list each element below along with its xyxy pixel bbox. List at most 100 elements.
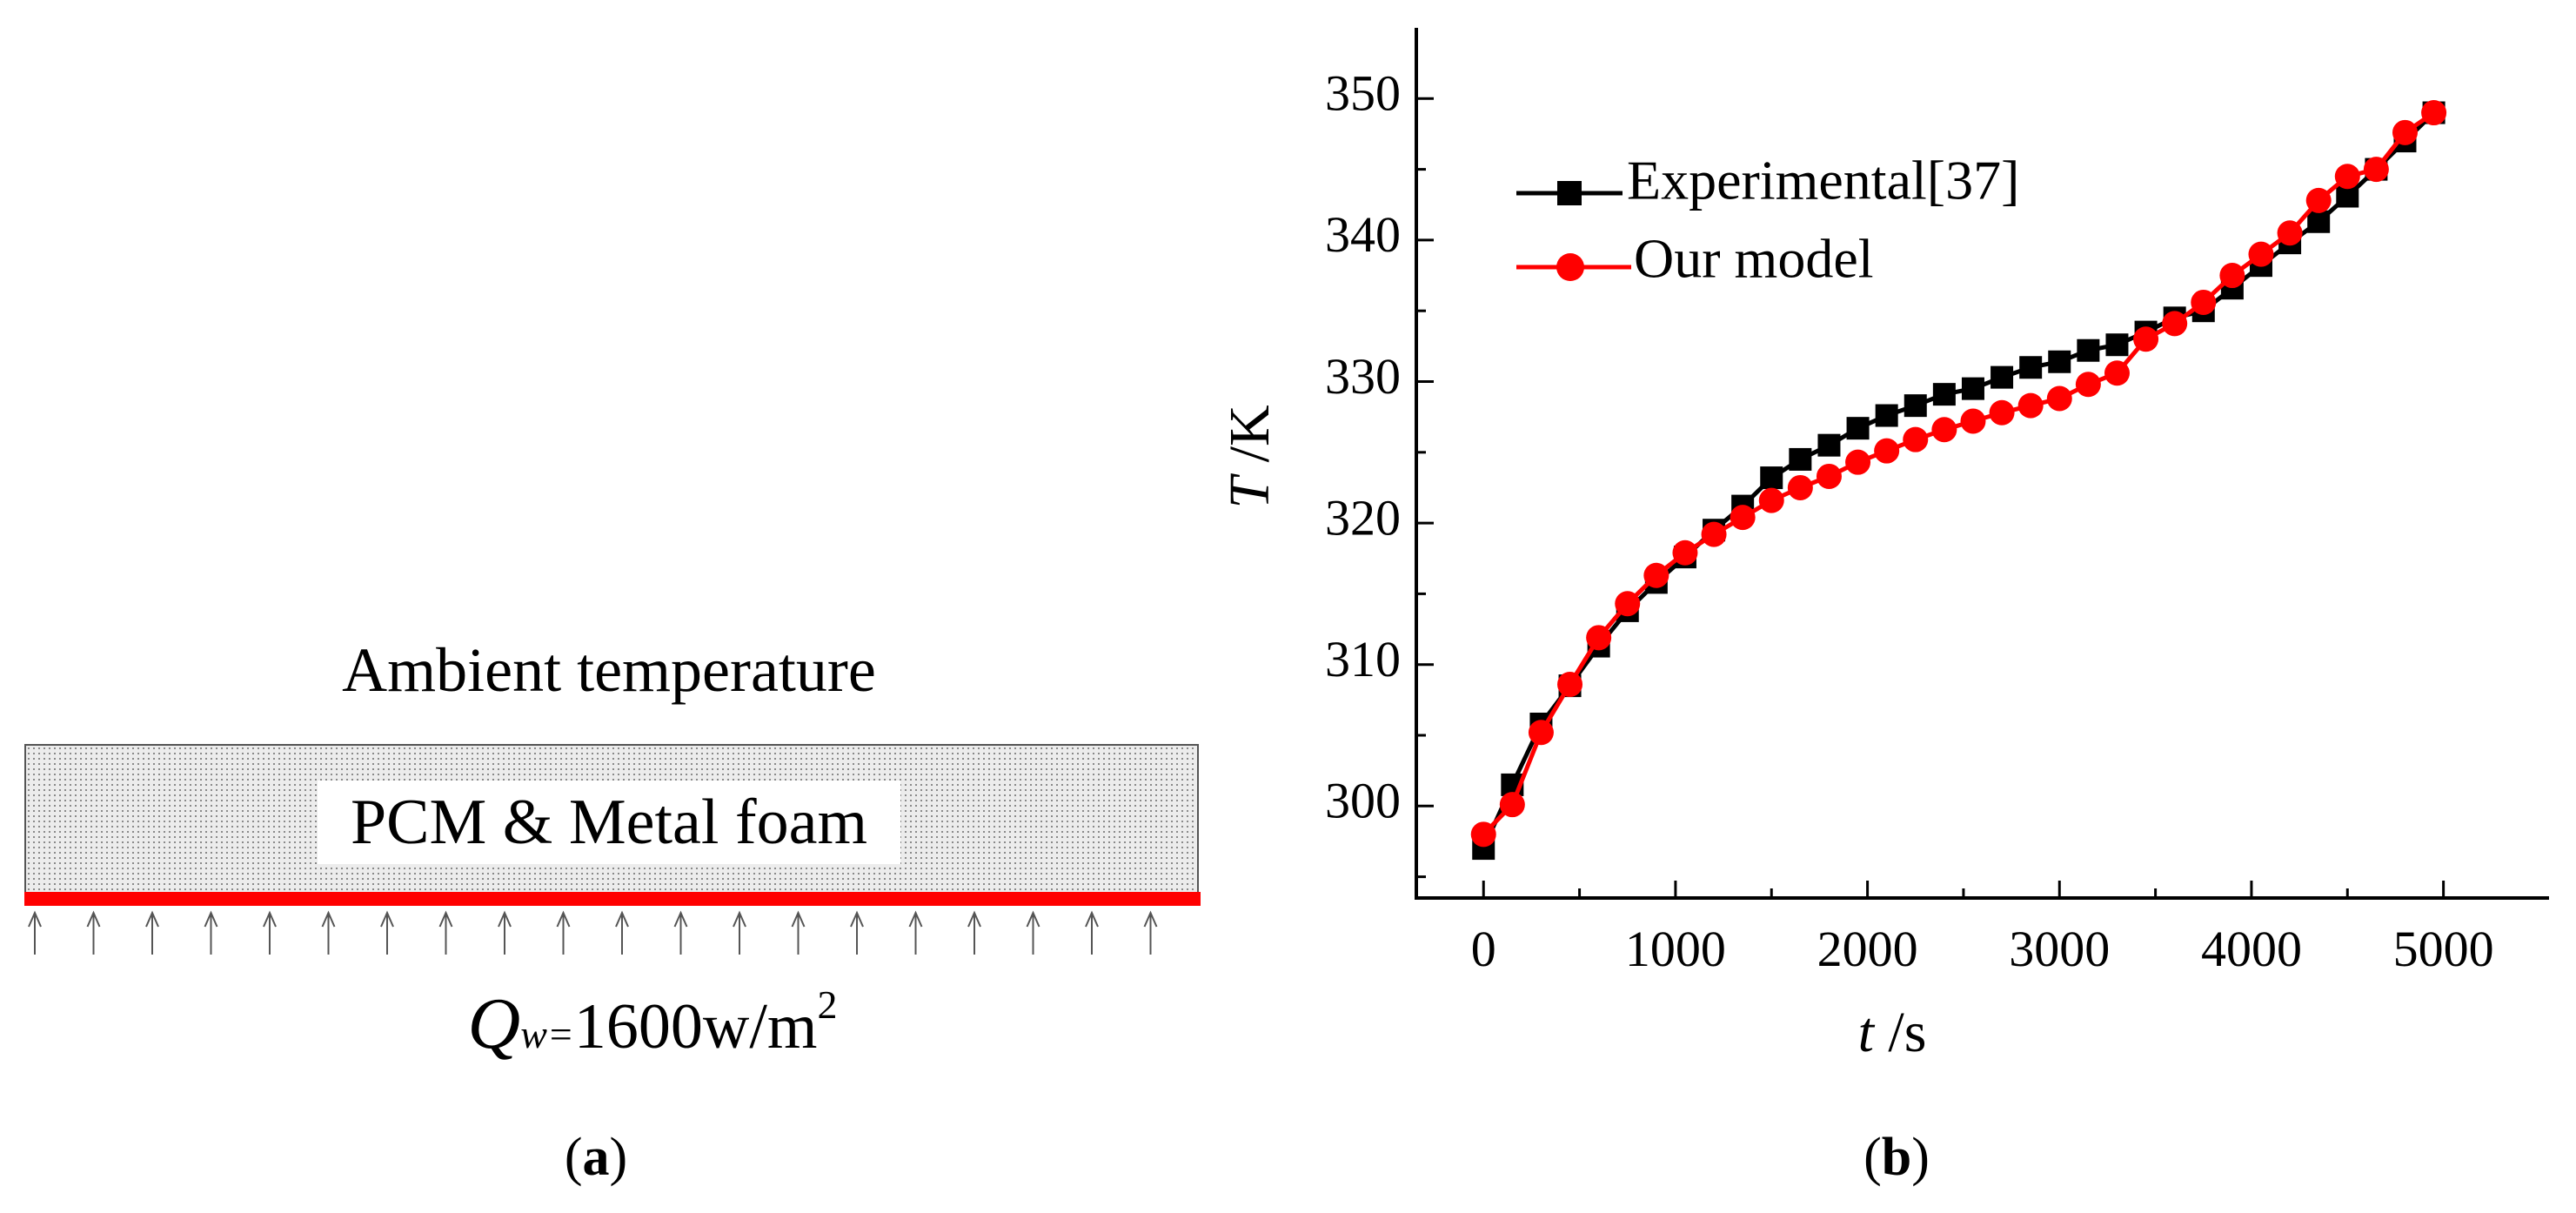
data-point xyxy=(1904,394,1927,418)
heat-flux-arrows xyxy=(28,910,1158,955)
data-point xyxy=(1615,591,1641,617)
flux-value: 1600w/m xyxy=(573,991,818,1062)
data-point xyxy=(1816,463,1842,489)
x-axis-title: t /s xyxy=(1858,1001,1927,1064)
series xyxy=(1470,100,2447,861)
flux-subscript: w= xyxy=(520,1012,574,1056)
panel-a-label: (a) xyxy=(509,1123,683,1192)
arrow-up-icon xyxy=(28,910,42,955)
data-point xyxy=(2363,157,2389,183)
x-tick-label: 1000 xyxy=(1625,921,1726,977)
panel-a-close: ) xyxy=(609,1128,628,1187)
y-axis-title: T /K xyxy=(1218,405,1281,508)
data-point xyxy=(2162,311,2188,337)
arrow-up-icon xyxy=(86,910,101,955)
data-point xyxy=(2048,350,2071,373)
data-point xyxy=(1730,505,1756,531)
arrow-up-icon xyxy=(967,910,981,955)
data-point xyxy=(1701,521,1727,547)
x-axis-unit: /s xyxy=(1874,1001,1927,1064)
data-point xyxy=(2191,289,2217,315)
series-line xyxy=(1482,111,2436,836)
panel-b-close: ) xyxy=(1911,1128,1930,1187)
data-point xyxy=(1903,426,1929,452)
series-line xyxy=(1481,111,2436,850)
data-point xyxy=(1875,404,1898,427)
legend-model-marker xyxy=(1556,253,1584,281)
data-point xyxy=(2046,385,2072,412)
arrow-up-icon xyxy=(791,910,806,955)
arrow-up-icon xyxy=(380,910,394,955)
x-tick-label: 4000 xyxy=(2201,921,2302,977)
data-point xyxy=(2307,210,2331,233)
data-point xyxy=(1760,466,1783,490)
data-point xyxy=(1789,447,1812,471)
arrow-up-icon xyxy=(145,910,159,955)
x-tick-label: 0 xyxy=(1471,921,1496,977)
arrow-up-icon xyxy=(498,910,512,955)
data-point xyxy=(2133,326,2159,352)
data-point xyxy=(2305,187,2332,213)
data-point xyxy=(1989,399,2015,426)
data-point xyxy=(2017,392,2044,419)
data-point xyxy=(1931,417,1957,443)
data-point xyxy=(1528,720,1554,746)
flux-symbol: Q xyxy=(467,983,521,1064)
data-point xyxy=(2392,119,2418,145)
arrow-up-icon xyxy=(908,910,923,955)
panel-b-open: ( xyxy=(1863,1128,1882,1187)
legend-model-label: Our model xyxy=(1634,228,1874,290)
axes: 300 310 320 330 340 350 0 1000 2000 3000 4000 5000 xyxy=(1325,28,2549,977)
data-point xyxy=(1672,539,1698,566)
heat-flux-label: Qw=1600w/m2 xyxy=(391,957,913,1082)
data-point xyxy=(1960,408,1986,434)
data-point xyxy=(1932,383,1956,406)
y-axis-unit: /K xyxy=(1218,405,1281,477)
pcm-metal-foam-label: PCM & Metal foam xyxy=(318,781,900,864)
legend-experimental-label: Experimental[37] xyxy=(1627,150,2019,211)
legend-experimental-marker xyxy=(1557,181,1582,205)
arrow-up-icon xyxy=(263,910,277,955)
data-point xyxy=(1846,417,1870,440)
y-tick-label: 310 xyxy=(1325,631,1401,687)
y-axis-var: T xyxy=(1218,473,1281,509)
x-tick-label: 5000 xyxy=(2393,921,2494,977)
arrow-up-icon xyxy=(1026,910,1040,955)
arrow-up-icon xyxy=(1085,910,1099,955)
arrow-up-icon xyxy=(556,910,571,955)
arrow-up-icon xyxy=(321,910,336,955)
panel-a-letter: a xyxy=(582,1128,610,1187)
data-point xyxy=(1586,625,1612,651)
legend: Experimental[37] Our model xyxy=(1516,150,2019,290)
flux-exponent: 2 xyxy=(817,982,838,1027)
data-point xyxy=(2219,263,2245,289)
panel-b-label: (b) xyxy=(1810,1123,1984,1192)
arrow-up-icon xyxy=(204,910,218,955)
y-tick-label: 340 xyxy=(1325,206,1401,263)
y-tick-label: 320 xyxy=(1325,489,1401,546)
data-point xyxy=(1470,821,1496,848)
series-experimental xyxy=(1472,101,2446,861)
data-point xyxy=(2248,241,2274,267)
data-point xyxy=(1845,449,1871,475)
arrow-up-icon xyxy=(615,910,629,955)
data-point xyxy=(1557,671,1583,697)
data-point xyxy=(1787,474,1813,500)
panel-b-letter: b xyxy=(1881,1128,1912,1187)
y-tick-label: 330 xyxy=(1325,348,1401,405)
data-point xyxy=(1817,433,1841,457)
y-tick-label: 350 xyxy=(1325,65,1401,122)
data-point xyxy=(1961,377,1984,400)
arrow-up-icon xyxy=(673,910,688,955)
y-tick-label: 300 xyxy=(1325,773,1401,829)
data-point xyxy=(2077,338,2100,362)
series-model xyxy=(1470,100,2447,848)
data-point xyxy=(1499,792,1525,818)
panel-a-open: ( xyxy=(564,1128,583,1187)
x-tick-label: 2000 xyxy=(1817,921,1918,977)
data-point xyxy=(2104,360,2130,386)
data-point xyxy=(2019,356,2043,379)
data-point xyxy=(2075,372,2101,398)
x-tick-label: 3000 xyxy=(2009,921,2110,977)
